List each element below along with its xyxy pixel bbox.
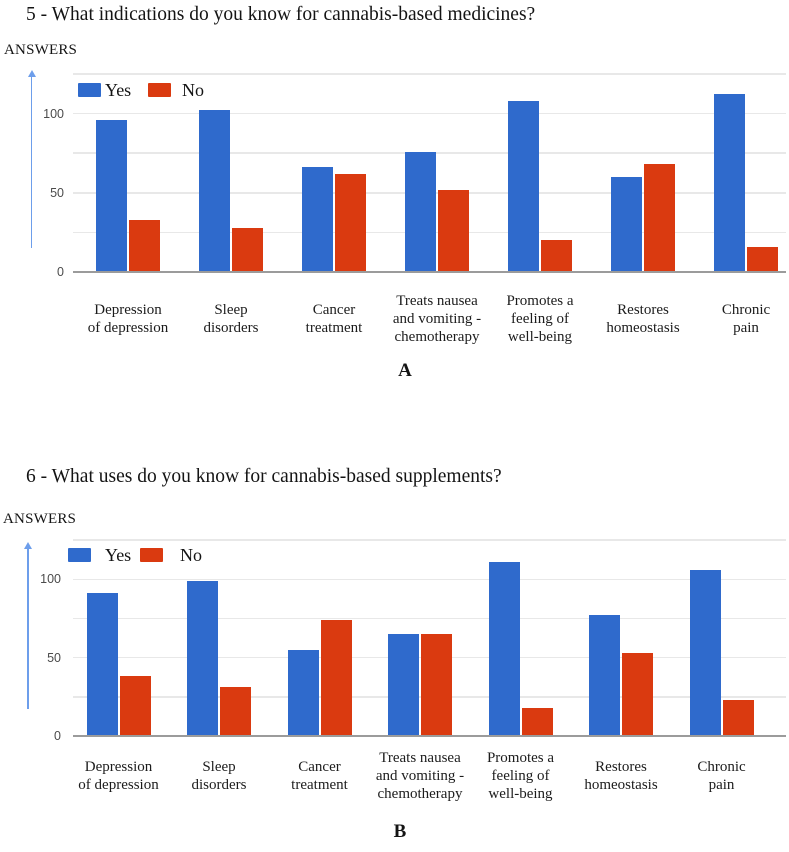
bar-yes-6 — [689, 569, 721, 736]
y-axis-arrow-icon — [24, 542, 32, 549]
chart-a-panel-caption: A — [398, 360, 412, 381]
x-category-label-0: Depression of depression — [78, 759, 159, 793]
bar-yes-3 — [405, 151, 436, 272]
x-category-label-4: Promotes a feeling of well-being — [506, 293, 574, 345]
bar-no-1 — [232, 227, 263, 272]
bar-no-3 — [421, 634, 452, 736]
legend-label-yes: Yes — [105, 80, 132, 100]
bar-no-1 — [220, 687, 251, 736]
x-category-label-3: Treats nausea and vomiting - chemotherap… — [392, 293, 482, 345]
legend-label-no: No — [182, 80, 204, 100]
bar-yes-5 — [611, 176, 642, 272]
x-axis-line — [73, 271, 786, 273]
x-category-label-6: Chronic pain — [721, 302, 771, 336]
bar-no-6 — [722, 699, 754, 736]
bar-yes-2 — [287, 649, 319, 736]
bar-yes-2 — [302, 167, 333, 272]
bar-yes-4 — [508, 100, 539, 272]
bar-yes-4 — [488, 562, 520, 736]
chart-b-panel-caption: B — [393, 821, 407, 842]
bar-yes-6 — [714, 94, 745, 272]
bar-yes-1 — [187, 580, 218, 736]
bar-no-2 — [335, 173, 366, 272]
bar-no-4 — [521, 707, 553, 736]
chart-a-title: 5 - What indications do you know for can… — [26, 4, 536, 25]
bar-no-6 — [747, 246, 778, 272]
legend-swatch-no — [140, 548, 163, 562]
y-axis-arrow-line — [27, 547, 29, 709]
gridline-100 — [73, 578, 786, 581]
gridline-100 — [73, 112, 786, 115]
bar-no-3 — [438, 189, 469, 272]
x-category-label-2: Cancer treatment — [305, 302, 363, 336]
x-axis-line — [73, 735, 786, 737]
bar-no-2 — [320, 620, 352, 736]
bar-yes-1 — [199, 110, 230, 272]
bar-yes-3 — [388, 634, 419, 736]
bar-no-5 — [622, 652, 653, 736]
y-tick-50: 50 — [47, 650, 61, 665]
bar-yes-5 — [589, 615, 620, 736]
x-category-label-1: Sleep disorders — [203, 302, 259, 336]
gridline-125 — [73, 539, 786, 541]
legend-label-yes: Yes — [105, 545, 132, 565]
y-tick-100: 100 — [40, 572, 61, 587]
bar-yes-0 — [96, 119, 127, 272]
legend-label-no: No — [180, 545, 202, 565]
chart-a-yaxis-label: ANSWERS — [4, 42, 78, 58]
x-category-label-1: Sleep disorders — [191, 759, 247, 793]
gridline-125 — [73, 73, 786, 75]
chart-b-title: 6 - What uses do you know for cannabis-b… — [26, 466, 502, 487]
chart-b-yaxis-label: ANSWERS — [3, 511, 77, 527]
bar-no-0 — [119, 676, 151, 736]
bar-no-0 — [129, 219, 160, 272]
x-category-label-3: Treats nausea and vomiting - chemotherap… — [375, 750, 465, 802]
bar-yes-0 — [86, 593, 118, 736]
x-category-label-0: Depression of depression — [87, 302, 169, 336]
x-category-label-6: Chronic pain — [697, 759, 746, 793]
legend-swatch-yes — [68, 548, 91, 562]
y-tick-50: 50 — [50, 185, 64, 200]
y-tick-100: 100 — [43, 106, 64, 121]
x-category-label-2: Cancer treatment — [291, 759, 348, 793]
gridline-75 — [73, 617, 786, 620]
y-axis-arrow-icon — [27, 70, 36, 77]
legend-swatch-no — [148, 83, 171, 97]
x-category-label-5: Restores homeostasis — [606, 302, 680, 336]
y-tick-0: 0 — [54, 729, 61, 743]
y-tick-0: 0 — [57, 265, 64, 279]
bar-no-4 — [541, 240, 572, 272]
x-category-label-4: Promotes a feeling of well-being — [486, 750, 555, 802]
bar-no-5 — [644, 164, 675, 272]
x-category-label-5: Restores homeostasis — [584, 759, 658, 793]
legend-swatch-yes — [78, 83, 101, 97]
y-axis-arrow-line — [30, 75, 33, 248]
